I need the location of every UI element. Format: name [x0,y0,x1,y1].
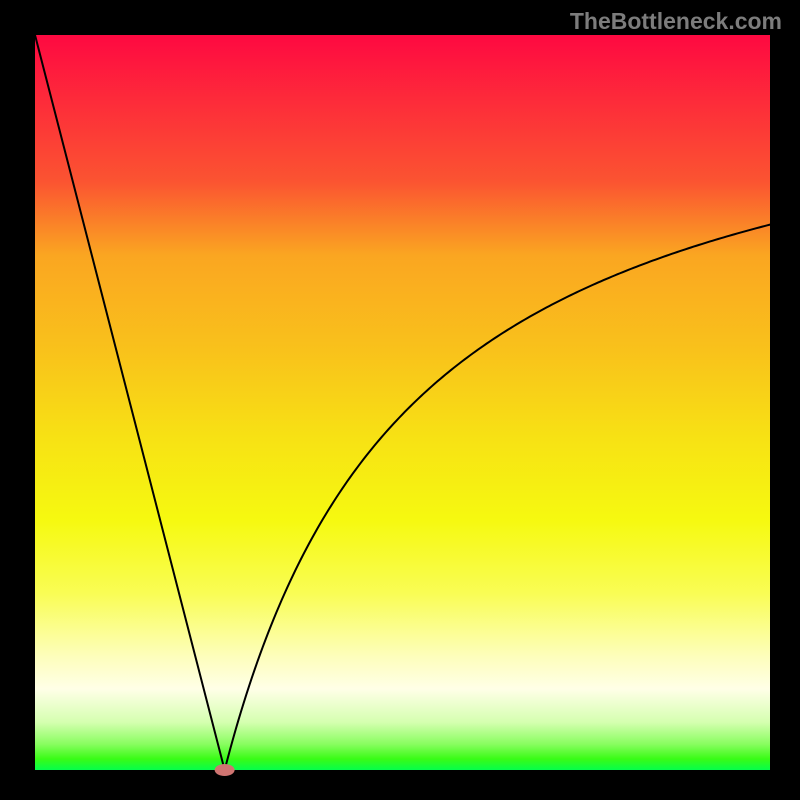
chart-container: TheBottleneck.com [0,0,800,800]
minimum-marker [215,764,235,776]
plot-background [35,35,770,770]
chart-svg [0,0,800,800]
watermark-text: TheBottleneck.com [570,8,782,35]
